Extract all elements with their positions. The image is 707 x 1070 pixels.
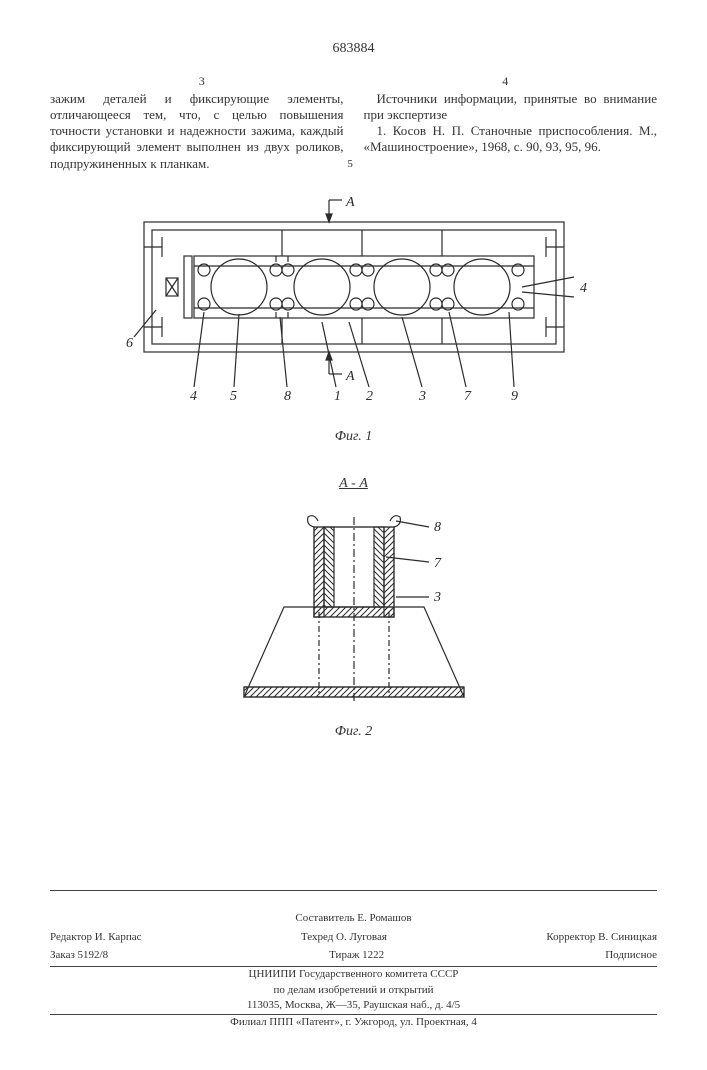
right-column: Источники информации, принятые во вниман… xyxy=(364,91,658,172)
footer: Составитель Е. Ромашов Редактор И. Карпа… xyxy=(50,911,657,1030)
fig1-lbl-4r: 4 xyxy=(580,281,587,296)
fig2-lbl-3: 3 xyxy=(433,590,441,605)
fig1-lbl-7: 7 xyxy=(464,389,472,404)
footer-order: Заказ 5192/8 xyxy=(50,948,108,963)
left-col-text: зажим деталей и фиксирующие элементы, от… xyxy=(50,91,344,171)
fig1-section-top: А xyxy=(345,195,355,210)
body-columns: зажим деталей и фиксирующие элементы, от… xyxy=(50,91,657,172)
figure-2: А - А xyxy=(50,475,657,740)
fig1-lbl-1: 1 xyxy=(334,389,341,404)
footer-corrector: Корректор В. Синицкая xyxy=(546,930,657,945)
fig1-lbl-5: 5 xyxy=(230,389,237,404)
fig1-lbl-3: 3 xyxy=(418,389,426,404)
right-col-heading: Источники информации, принятые во вниман… xyxy=(364,91,658,124)
figure-1-caption: Фиг. 1 xyxy=(50,428,657,446)
figure-2-caption: Фиг. 2 xyxy=(50,723,657,741)
footer-techred: Техред О. Луговая xyxy=(301,930,387,945)
left-column: зажим деталей и фиксирующие элементы, от… xyxy=(50,91,344,172)
footer-address: 113035, Москва, Ж—35, Раушская наб., д. … xyxy=(50,998,657,1013)
footer-tirazh: Тираж 1222 xyxy=(329,948,384,963)
footer-org-2: по делам изобретений и открытий xyxy=(50,983,657,998)
fig2-lbl-7: 7 xyxy=(434,556,442,571)
right-col-reference: 1. Косов Н. П. Станочные приспособления.… xyxy=(364,123,658,156)
fig1-lbl-2: 2 xyxy=(366,389,373,404)
fig1-lbl-6: 6 xyxy=(126,336,133,351)
footer-org-1: ЦНИИПИ Государственного комитета СССР xyxy=(50,967,657,982)
figure-2-svg: 8 7 3 xyxy=(204,497,504,717)
fig2-lbl-8: 8 xyxy=(434,520,441,535)
footer-branch: Филиал ППП «Патент», г. Ужгород, ул. Про… xyxy=(50,1015,657,1030)
figure-2-section-title: А - А xyxy=(50,475,657,493)
fig1-lbl-9: 9 xyxy=(511,389,518,404)
document-number: 683884 xyxy=(50,40,657,58)
figure-1: А А 6 4 5 8 1 2 3 7 9 4 Фиг. 1 xyxy=(50,192,657,446)
figure-1-svg: А А 6 4 5 8 1 2 3 7 9 4 xyxy=(104,192,604,422)
col-marker-left: 3 xyxy=(199,74,205,89)
separator-1 xyxy=(50,890,657,891)
fig1-lbl-4: 4 xyxy=(190,389,197,404)
footer-editor: Редактор И. Карпас xyxy=(50,930,141,945)
footer-subscription: Подписное xyxy=(605,948,657,963)
col-marker-right: 4 xyxy=(502,74,508,89)
footer-compiler: Составитель Е. Ромашов xyxy=(50,911,657,926)
line-marker-5: 5 xyxy=(347,158,353,172)
fig1-section-bottom: А xyxy=(345,369,355,384)
fig1-lbl-8: 8 xyxy=(284,389,291,404)
